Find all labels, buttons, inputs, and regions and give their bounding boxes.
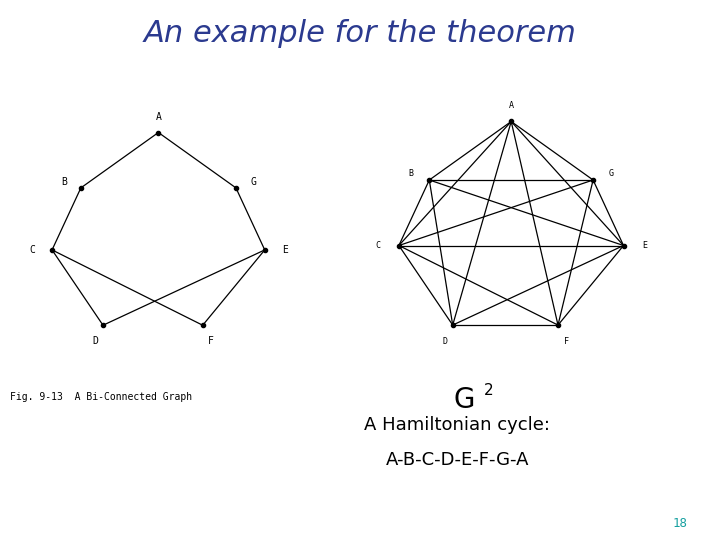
Text: D: D: [92, 336, 98, 346]
Text: E: E: [642, 241, 647, 250]
Text: G: G: [454, 386, 475, 414]
Text: 18: 18: [672, 517, 688, 530]
Text: A Hamiltonian cycle:: A Hamiltonian cycle:: [364, 416, 550, 434]
Text: G: G: [608, 169, 613, 178]
Text: G: G: [250, 177, 256, 187]
Text: C: C: [29, 245, 35, 255]
Text: B: B: [61, 177, 67, 187]
Text: Fig. 9-13  A Bi-Connected Graph: Fig. 9-13 A Bi-Connected Graph: [10, 392, 192, 402]
Text: A: A: [509, 100, 513, 110]
Text: E: E: [282, 245, 288, 255]
Text: A-B-C-D-E-F-G-A: A-B-C-D-E-F-G-A: [385, 451, 529, 469]
Text: A: A: [156, 112, 161, 122]
Text: C: C: [375, 241, 380, 250]
Text: 2: 2: [484, 383, 493, 399]
Text: An example for the theorem: An example for the theorem: [143, 19, 577, 48]
Text: B: B: [409, 169, 414, 178]
Text: F: F: [207, 336, 213, 346]
Text: D: D: [442, 337, 447, 346]
Text: F: F: [564, 337, 569, 346]
